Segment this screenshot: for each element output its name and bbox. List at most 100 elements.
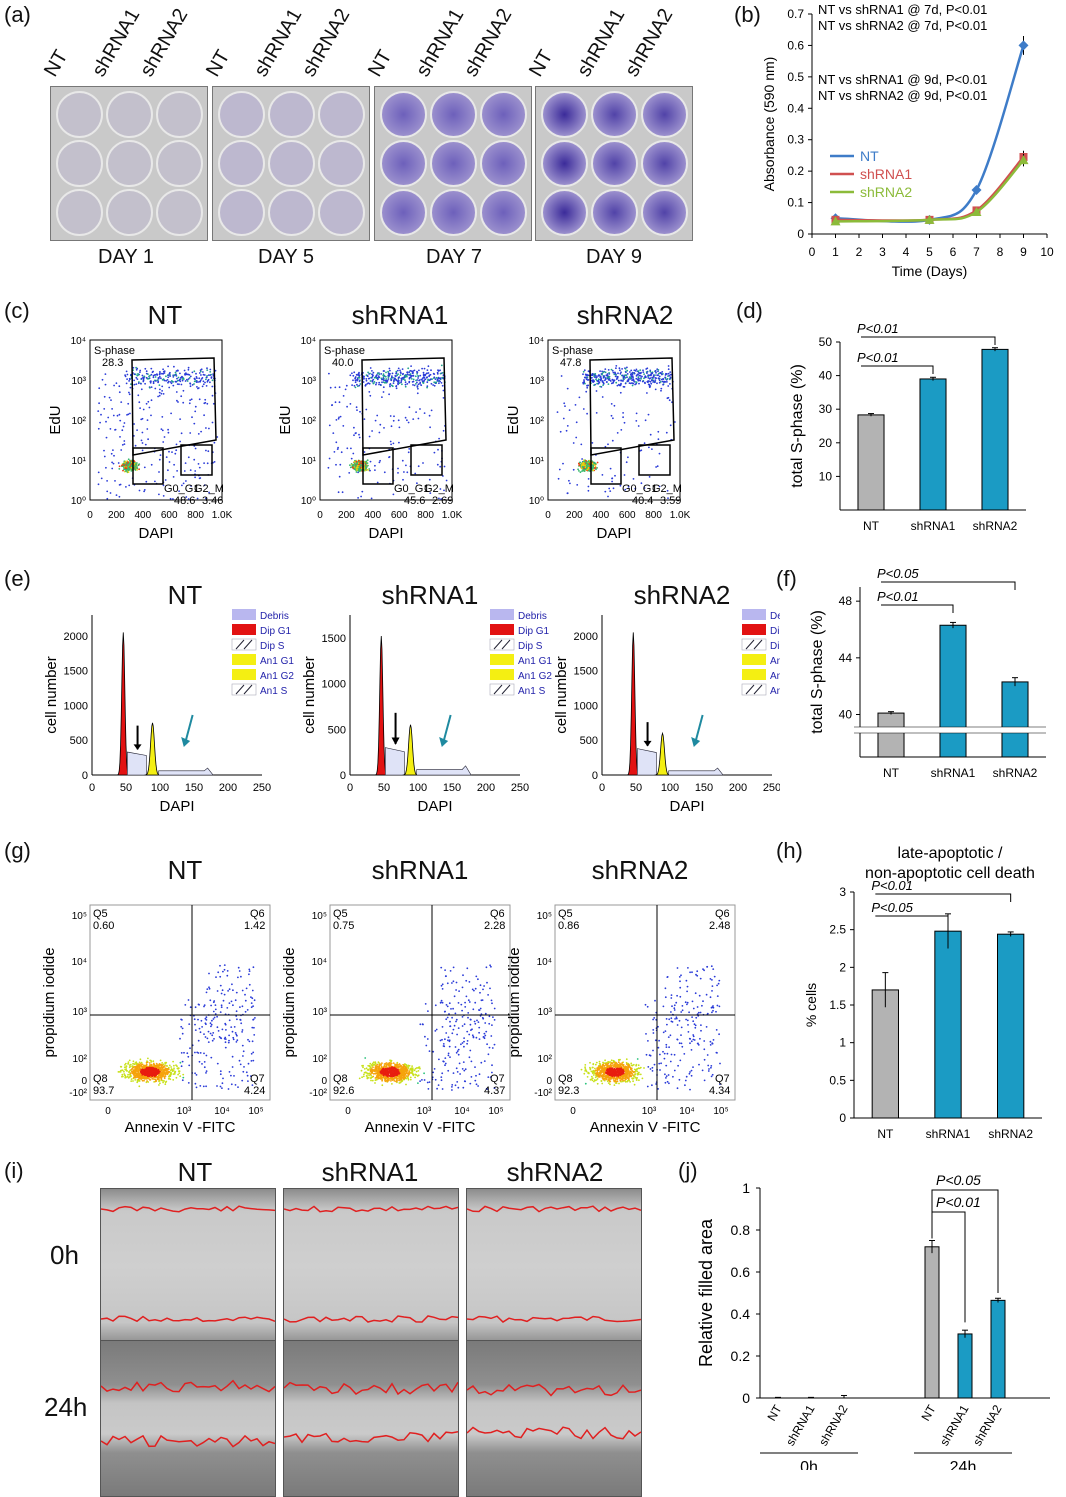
flow-event	[388, 456, 390, 458]
x-tick-label: 250	[511, 782, 529, 794]
flow-event	[98, 472, 100, 474]
flow-event	[580, 444, 582, 446]
flow-event	[602, 396, 604, 398]
flow-event	[390, 383, 392, 385]
panel-label-d: (d)	[736, 298, 763, 324]
flow-event	[231, 1001, 233, 1003]
panel-label-e: (e)	[4, 566, 31, 592]
flow-event	[230, 1075, 232, 1077]
arrow-dip-s-head	[392, 738, 400, 745]
flow-event	[181, 432, 183, 434]
flow-event	[619, 367, 621, 369]
flow-event	[173, 464, 175, 466]
flow-event	[209, 371, 211, 373]
flow-event	[160, 1069, 162, 1071]
legend-swatch	[232, 654, 256, 665]
flow-event	[209, 999, 211, 1001]
flow-event	[194, 1072, 196, 1074]
flow-event	[635, 378, 637, 380]
flow-event	[375, 420, 377, 422]
x-tick-label: 0	[545, 510, 551, 521]
flow-event	[165, 380, 167, 382]
flow-event	[207, 450, 209, 452]
x-tick-label: 1.0K	[670, 510, 691, 521]
plate-well	[380, 140, 427, 187]
flow-event	[403, 378, 405, 380]
flow-event	[455, 1021, 457, 1023]
flow-event	[423, 374, 425, 376]
flow-event	[402, 368, 404, 370]
flow-event	[242, 1029, 244, 1031]
flow-event	[594, 467, 596, 469]
flow-event	[240, 1022, 242, 1024]
flow-event	[596, 376, 598, 378]
y-tick-label: 0.5	[787, 70, 804, 84]
flow-event	[610, 468, 612, 470]
flow-event	[186, 1052, 188, 1054]
flow-event	[179, 418, 181, 420]
x-tick-label: 100	[661, 782, 679, 794]
y-tick-label: 10²	[302, 416, 317, 427]
flow-event	[139, 407, 141, 409]
y-tick-label: 500	[580, 735, 598, 747]
flow-event	[391, 377, 393, 379]
flow-event	[173, 1073, 175, 1075]
x-tick-label: 200	[338, 510, 355, 521]
flow-event	[106, 491, 108, 493]
y-axis-label: total S-phase (%)	[789, 364, 806, 488]
flow-event	[101, 478, 103, 480]
x-tick-label: 7	[973, 245, 980, 259]
flow-event	[630, 377, 632, 379]
flow-event	[594, 373, 596, 375]
flow-event	[128, 485, 130, 487]
flow-event	[142, 1080, 144, 1082]
y-axis-label: EdU	[505, 405, 522, 434]
flow-event	[160, 1067, 162, 1069]
flow-event	[205, 379, 207, 381]
flow-event	[412, 372, 414, 374]
flow-event	[657, 465, 659, 467]
plate-well	[218, 140, 265, 187]
flow-event	[639, 380, 641, 382]
day-label-7: DAY 7	[374, 246, 534, 269]
flow-event	[649, 476, 651, 478]
flow-event	[596, 383, 598, 385]
flow-event	[415, 383, 417, 385]
flow-event	[151, 1071, 153, 1073]
flow-event	[137, 394, 139, 396]
flow-event	[660, 372, 662, 374]
y-axis-label: cell number	[553, 656, 570, 734]
flow-event	[125, 1076, 127, 1078]
flow-event	[643, 373, 645, 375]
flow-event	[630, 370, 632, 372]
flow-event	[462, 974, 464, 976]
flow-event	[438, 1059, 440, 1061]
flow-event	[146, 370, 148, 372]
legend-label: Dip G1	[260, 626, 292, 637]
flow-event	[171, 380, 173, 382]
flow-event	[609, 490, 611, 492]
y-tick-label: 0.1	[787, 196, 804, 210]
flow-event	[649, 378, 651, 380]
flow-event	[453, 980, 455, 982]
plate-well	[641, 189, 688, 236]
flow-event	[601, 378, 603, 380]
flow-event	[196, 1052, 198, 1054]
flow-event	[188, 1023, 190, 1025]
flow-event	[339, 476, 341, 478]
an1-g1-peak	[655, 733, 669, 775]
flow-event	[220, 1037, 222, 1039]
plate-well	[56, 140, 103, 187]
flow-event	[210, 1005, 212, 1007]
flow-event	[185, 480, 187, 482]
flow-event	[133, 380, 135, 382]
flow-event	[433, 376, 435, 378]
flow-event	[192, 384, 194, 386]
flow-event	[170, 1066, 172, 1068]
flow-event	[334, 387, 336, 389]
flow-event	[492, 1047, 494, 1049]
flow-event	[169, 461, 171, 463]
legend-label: An1 G2	[770, 671, 780, 682]
flow-event	[205, 1022, 207, 1024]
flow-event	[149, 387, 151, 389]
